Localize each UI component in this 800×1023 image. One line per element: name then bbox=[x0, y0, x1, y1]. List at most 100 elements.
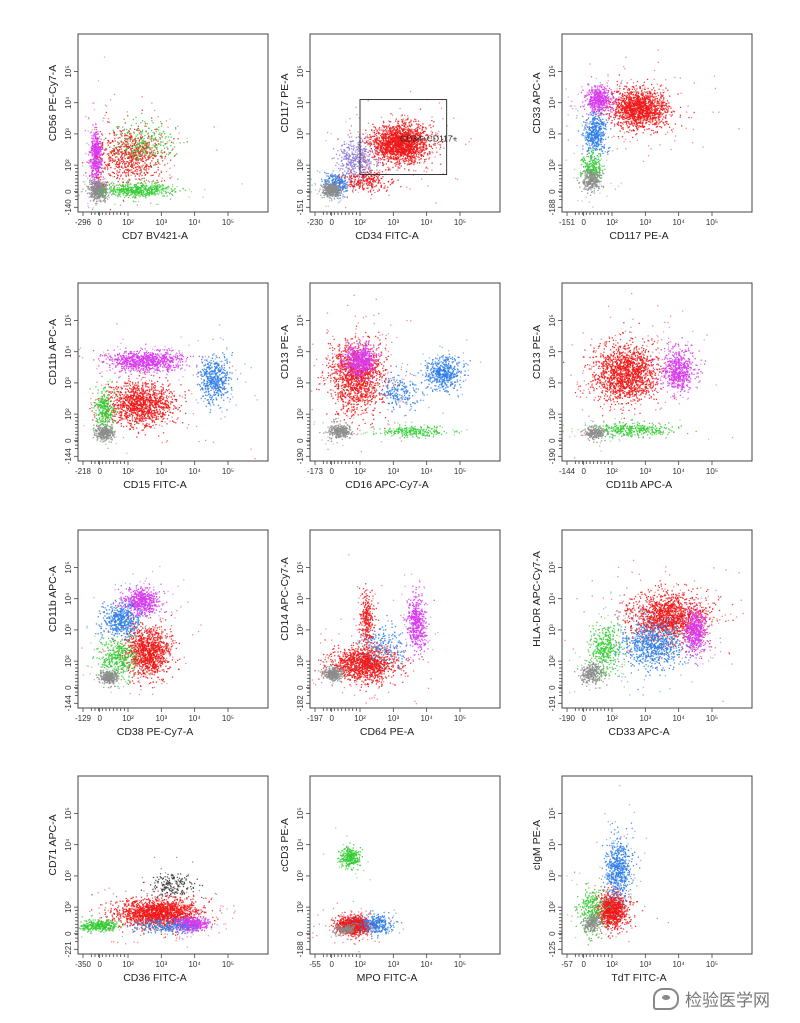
event-dot bbox=[391, 130, 393, 132]
event-dot bbox=[140, 189, 142, 192]
event-dot bbox=[404, 146, 406, 148]
event-dot bbox=[96, 140, 98, 143]
event-dot bbox=[409, 125, 412, 128]
event-dot bbox=[385, 135, 387, 137]
event-dot bbox=[94, 161, 96, 163]
event-dot bbox=[387, 157, 390, 159]
event-dot bbox=[153, 146, 155, 148]
event-dot bbox=[151, 147, 153, 149]
event-dot bbox=[99, 199, 102, 201]
event-dot bbox=[367, 171, 369, 174]
event-dot bbox=[150, 174, 152, 177]
event-dot bbox=[136, 151, 138, 153]
event-dot bbox=[405, 160, 407, 162]
event-dot bbox=[391, 138, 393, 140]
event-dot bbox=[101, 164, 103, 166]
event-dot bbox=[93, 180, 95, 183]
event-dot bbox=[137, 193, 139, 195]
event-dot bbox=[97, 165, 99, 167]
event-dot bbox=[410, 134, 412, 136]
scatter-plot-2: CD34+CD117+-230 0 10² 10³ 10⁴ 10⁵-151010²10³1… bbox=[279, 33, 501, 242]
event-dot bbox=[119, 136, 121, 139]
event-dot bbox=[132, 187, 135, 189]
event-dot bbox=[172, 183, 174, 186]
event-dot bbox=[382, 130, 384, 132]
event-dot bbox=[363, 153, 365, 155]
event-dot bbox=[100, 147, 102, 149]
event-dot bbox=[372, 178, 374, 181]
event-dot bbox=[388, 158, 390, 160]
event-dot bbox=[375, 146, 377, 148]
event-dot bbox=[121, 144, 123, 146]
event-dot bbox=[377, 143, 379, 145]
event-dot bbox=[112, 188, 115, 190]
event-dot bbox=[88, 192, 90, 194]
event-dot bbox=[424, 141, 426, 143]
event-dot bbox=[356, 114, 358, 116]
event-dot bbox=[110, 189, 113, 191]
event-dot bbox=[94, 143, 96, 145]
event-dot bbox=[397, 120, 399, 122]
event-dot bbox=[97, 153, 99, 156]
event-dot bbox=[124, 150, 126, 152]
event-dot bbox=[157, 159, 159, 161]
event-dot bbox=[148, 168, 150, 170]
event-dot bbox=[88, 159, 90, 161]
event-dot bbox=[424, 160, 426, 162]
event-dot bbox=[174, 188, 176, 190]
event-dot bbox=[407, 134, 410, 136]
event-dot bbox=[175, 128, 177, 130]
event-dot bbox=[113, 145, 115, 147]
event-dot bbox=[373, 145, 376, 148]
event-dot bbox=[426, 147, 428, 150]
event-dot bbox=[117, 149, 119, 152]
event-dot bbox=[97, 171, 99, 173]
event-dot bbox=[135, 145, 137, 147]
event-dot bbox=[406, 186, 408, 188]
event-dot bbox=[386, 137, 389, 139]
event-dot bbox=[422, 146, 424, 148]
event-dot bbox=[164, 190, 167, 192]
event-dot bbox=[407, 132, 410, 134]
event-dot bbox=[389, 143, 391, 145]
event-dot bbox=[406, 147, 408, 149]
event-dot bbox=[103, 183, 106, 186]
event-dot bbox=[370, 138, 372, 140]
event-dot bbox=[408, 130, 411, 132]
event-dot bbox=[371, 129, 373, 131]
event-dot bbox=[119, 133, 122, 135]
event-dot bbox=[91, 194, 94, 196]
event-dot bbox=[94, 196, 96, 198]
event-dot bbox=[146, 188, 148, 190]
event-dot bbox=[111, 140, 114, 142]
event-dot bbox=[163, 130, 165, 132]
event-dot bbox=[393, 138, 395, 140]
event-dot bbox=[414, 141, 416, 143]
event-dot bbox=[401, 138, 404, 140]
event-dot bbox=[413, 145, 416, 148]
event-dot bbox=[155, 171, 157, 173]
event-dot bbox=[159, 136, 161, 139]
event-dot bbox=[392, 135, 394, 137]
event-dot bbox=[367, 137, 369, 139]
event-dot bbox=[406, 133, 408, 135]
event-dot bbox=[116, 166, 119, 168]
event-dot bbox=[358, 180, 360, 182]
event-dot bbox=[429, 140, 431, 142]
event-dot bbox=[93, 134, 95, 136]
event-dot bbox=[161, 136, 163, 138]
event-dot bbox=[415, 120, 417, 122]
event-dot bbox=[392, 139, 394, 141]
event-dot bbox=[132, 192, 134, 195]
event-dot bbox=[140, 134, 142, 136]
event-dot bbox=[161, 193, 163, 195]
event-dot bbox=[129, 159, 131, 161]
event-dot bbox=[129, 153, 131, 155]
event-dot bbox=[346, 176, 349, 178]
event-dot bbox=[149, 138, 151, 140]
event-dot bbox=[405, 145, 408, 148]
event-dot bbox=[375, 184, 377, 186]
event-dot bbox=[385, 140, 387, 143]
event-dot bbox=[93, 196, 95, 198]
event-dot bbox=[385, 149, 388, 151]
